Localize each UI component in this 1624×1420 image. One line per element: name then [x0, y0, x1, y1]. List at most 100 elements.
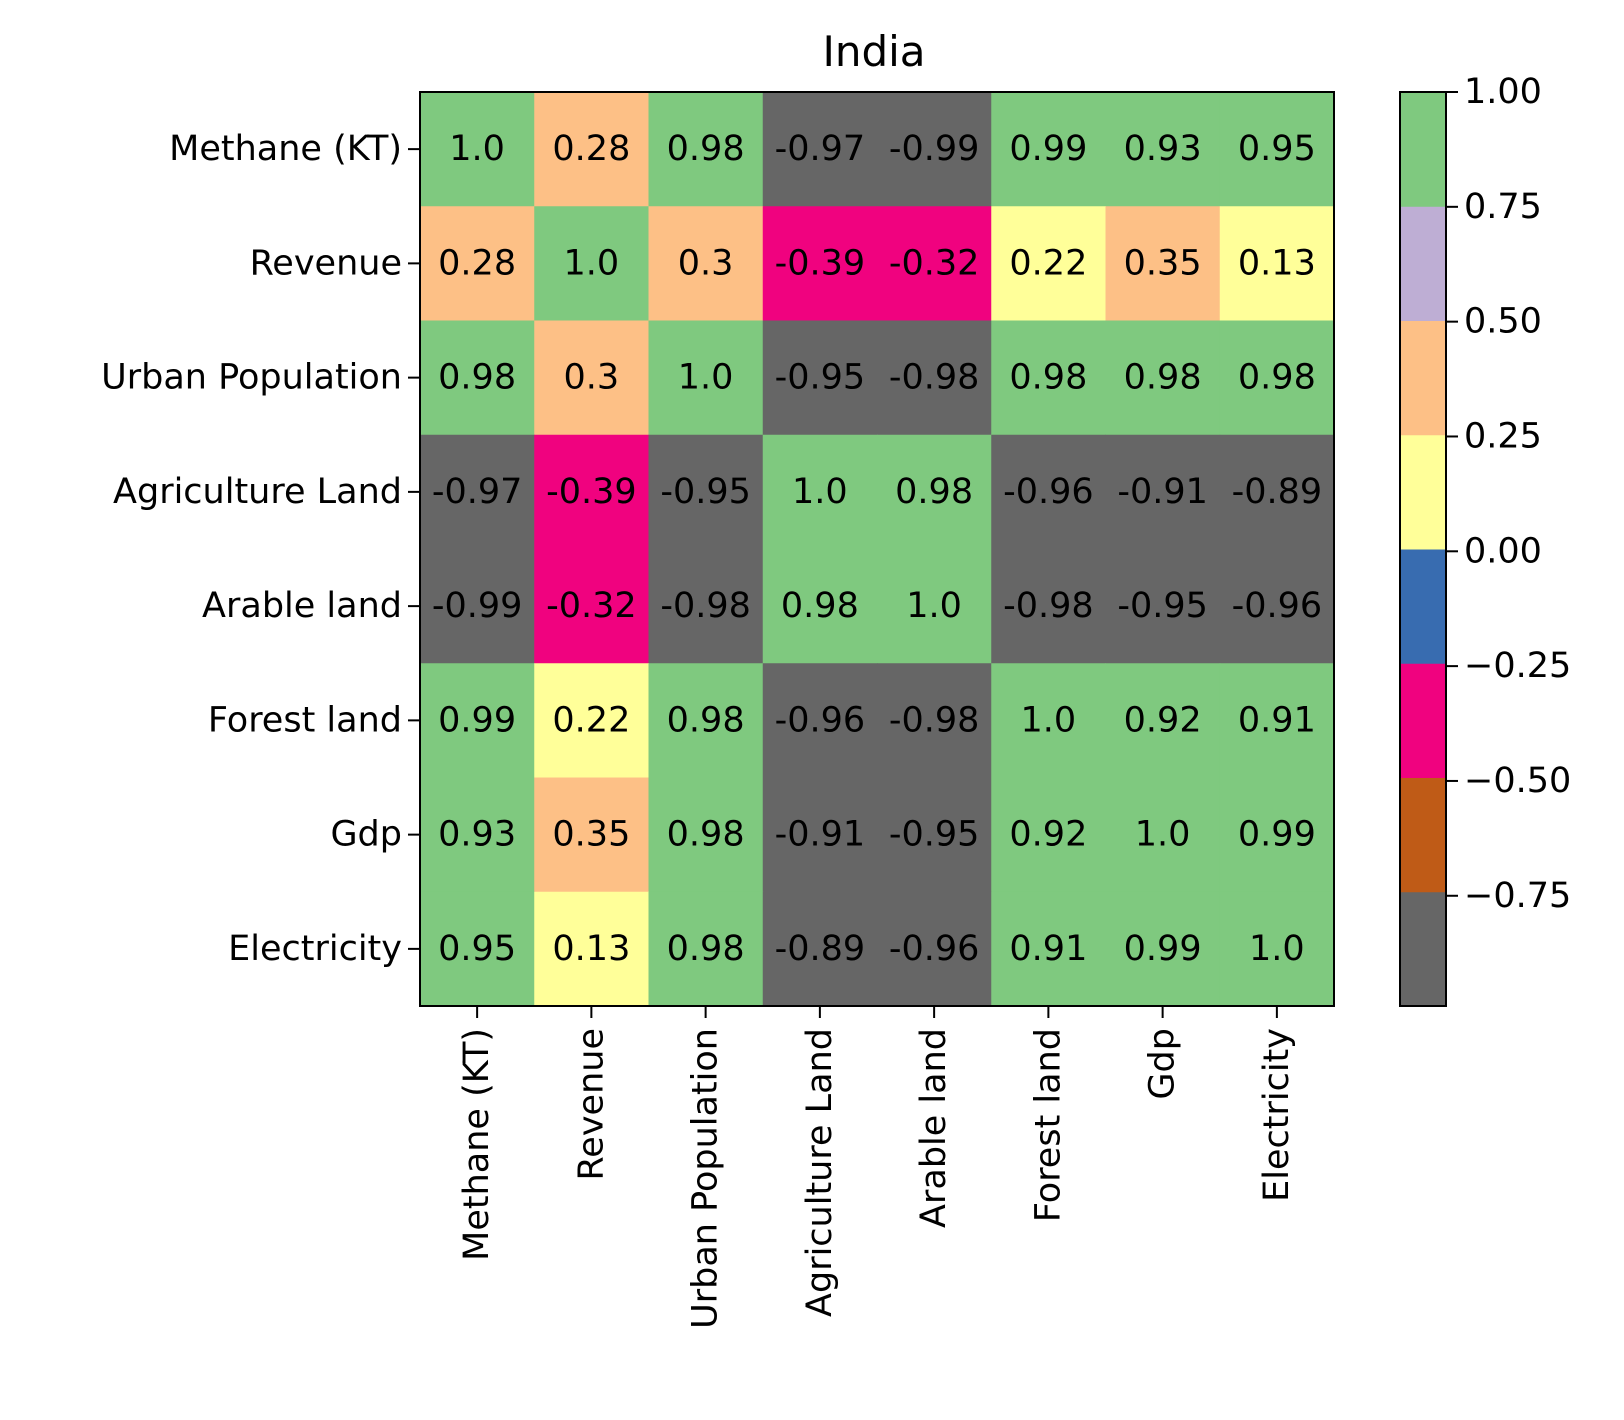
- cell-value-label: -0.91: [775, 815, 866, 855]
- heatmap-cell: [991, 777, 1106, 893]
- y-tick-label: Revenue: [250, 243, 402, 283]
- colorbar-segment: [1400, 663, 1446, 778]
- cell-value-label: -0.32: [889, 243, 980, 283]
- x-tick-label: Electricity: [1257, 1028, 1297, 1202]
- cell-value-label: 0.93: [438, 815, 516, 855]
- heatmap-cell: [991, 92, 1106, 207]
- y-axis: Methane (KT) Revenue Urban Population Agric…: [101, 129, 420, 969]
- y-tick-label: Gdp: [330, 815, 402, 855]
- cell-value-label: -0.99: [432, 586, 523, 626]
- heatmap-cell: [1219, 891, 1335, 1007]
- heatmap-cell: [1219, 320, 1335, 436]
- colorbar-tick-label: 0.25: [1464, 416, 1542, 456]
- cell-value-label: -0.95: [775, 358, 866, 398]
- x-tick-label: Revenue: [571, 1028, 611, 1180]
- cell-value-label: 1.0: [792, 472, 848, 512]
- heatmap-cell: [877, 549, 992, 664]
- colorbar-tick-label: −0.75: [1464, 876, 1571, 916]
- y-tick-label: Forest land: [208, 700, 402, 740]
- cell-value-label: 0.22: [1009, 243, 1087, 283]
- heatmap-cell: [1219, 434, 1335, 550]
- cell-value-label: 0.99: [1009, 129, 1087, 169]
- cell-value-label: -0.97: [775, 129, 866, 169]
- cell-value-label: 0.28: [438, 243, 516, 283]
- colorbar-segment: [1400, 320, 1446, 436]
- heatmap-cell: [534, 320, 649, 436]
- cell-value-label: 0.99: [438, 700, 516, 740]
- heatmap-cell: [534, 891, 649, 1007]
- cell-value-label: 0.98: [667, 700, 745, 740]
- cell-value-label: 0.98: [667, 929, 745, 969]
- cell-value-label: 1.0: [1249, 929, 1305, 969]
- cell-value-label: -0.39: [775, 243, 866, 283]
- cell-value-label: -0.96: [1003, 472, 1094, 512]
- cell-value-label: -0.89: [1232, 472, 1323, 512]
- heatmap-cell: [648, 549, 764, 664]
- cell-value-label: -0.96: [889, 929, 980, 969]
- cell-value-label: -0.97: [432, 472, 523, 512]
- heatmap-cell: [1105, 777, 1221, 893]
- heatmap-cell: [534, 777, 649, 893]
- heatmap-cell: [420, 891, 535, 1007]
- heatmap-cells: [420, 92, 1335, 1007]
- cell-value-label: 0.98: [781, 586, 859, 626]
- cell-value-label: -0.96: [1232, 586, 1323, 626]
- heatmap-cell: [648, 434, 764, 550]
- heatmap-cell: [534, 434, 649, 550]
- cell-value-label: 0.95: [1238, 129, 1316, 169]
- cell-value-label: 0.92: [1124, 700, 1202, 740]
- colorbar-tick-label: −0.25: [1464, 646, 1571, 686]
- colorbar-frame: [1399, 91, 1447, 1007]
- heatmap-cell: [420, 663, 535, 778]
- y-tick-label: Urban Population: [101, 358, 402, 398]
- x-tick-label: Agriculture Land: [800, 1028, 840, 1317]
- x-tick-label: Forest land: [1028, 1028, 1068, 1222]
- y-tick-label: Methane (KT): [169, 129, 402, 169]
- heatmap-cell: [877, 777, 992, 893]
- heatmap-cell: [420, 206, 535, 321]
- heatmap-cell: [877, 434, 992, 550]
- cell-value-label: -0.95: [1117, 586, 1208, 626]
- colorbar-segment: [1400, 777, 1446, 893]
- heatmap-cell: [991, 549, 1106, 664]
- cell-value-label: 0.98: [667, 815, 745, 855]
- colorbar: −0.75 −0.50 −0.25 0.00 0.25 0.50 0.75 1.00: [1399, 72, 1571, 1007]
- cell-value-label: -0.98: [1003, 586, 1094, 626]
- cell-value-label: 0.98: [438, 358, 516, 398]
- cell-value-label: 1.0: [564, 243, 620, 283]
- heatmap-cell: [420, 320, 535, 436]
- colorbar-tick-label: 1.00: [1464, 72, 1542, 112]
- heatmap-cell: [991, 320, 1106, 436]
- colorbar-segment: [1400, 434, 1446, 550]
- cell-value-label: -0.39: [546, 472, 637, 512]
- heatmap-cell: [1105, 206, 1221, 321]
- x-tick-label: Methane (KT): [457, 1028, 497, 1261]
- cell-value-label: 1.0: [906, 586, 962, 626]
- y-tick-label: Agriculture Land: [113, 472, 402, 512]
- heatmap-cell: [762, 891, 878, 1007]
- heatmap-cell: [534, 663, 649, 778]
- heatmap-cell: [762, 549, 878, 664]
- cell-value-label: -0.95: [889, 815, 980, 855]
- heatmap-cell: [762, 320, 878, 436]
- heatmap-cell: [991, 206, 1106, 321]
- heatmap-cell: [1219, 206, 1335, 321]
- cell-value-label: 0.92: [1009, 815, 1087, 855]
- cell-value-label: -0.98: [660, 586, 751, 626]
- heatmap-cell: [991, 663, 1106, 778]
- heatmap-cell: [762, 434, 878, 550]
- colorbar-segment: [1400, 891, 1446, 1007]
- cell-value-label: -0.99: [889, 129, 980, 169]
- colorbar-tick-label: 0.75: [1464, 187, 1542, 227]
- cell-value-label: 0.95: [438, 929, 516, 969]
- y-tick-label: Electricity: [228, 929, 402, 969]
- heatmap-cell: [648, 663, 764, 778]
- heatmap-cell: [1105, 92, 1221, 207]
- cell-value-label: 0.35: [1124, 243, 1202, 283]
- colorbar-segment: [1400, 92, 1446, 207]
- cell-value-label: 0.98: [1124, 358, 1202, 398]
- cell-value-label: 0.3: [678, 243, 734, 283]
- heatmap-cell: [648, 777, 764, 893]
- cell-value-label: 0.22: [552, 700, 630, 740]
- cell-value-label: 0.35: [552, 815, 630, 855]
